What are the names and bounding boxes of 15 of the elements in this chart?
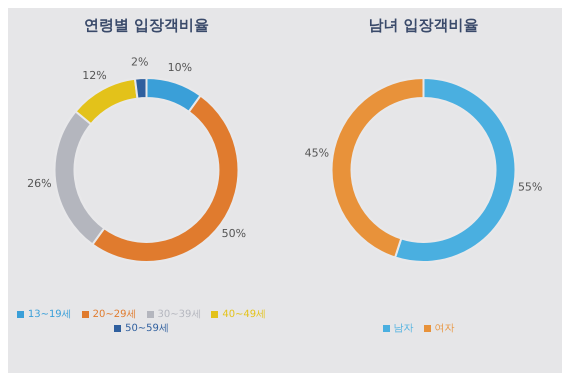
legend-label: 40~49세 [222,309,266,320]
data-label: 12% [82,68,107,82]
data-label: 2% [130,56,148,69]
chart-title: 연령별 입장객비율 [84,16,210,36]
data-label: 50% [222,226,246,240]
chart-title: 남녀 입장객비율 [368,16,479,36]
data-label: 55% [518,180,542,194]
legend-label: 20~29세 [92,309,136,320]
legend-label: 50~59세 [125,323,169,334]
data-label: 10% [168,60,192,74]
legend-label: 남자 [394,323,414,334]
data-label: 45% [304,146,330,160]
legend-label: 13~19세 [28,309,72,320]
data-label: 26% [27,177,52,190]
legend-label: 여자 [434,323,454,334]
